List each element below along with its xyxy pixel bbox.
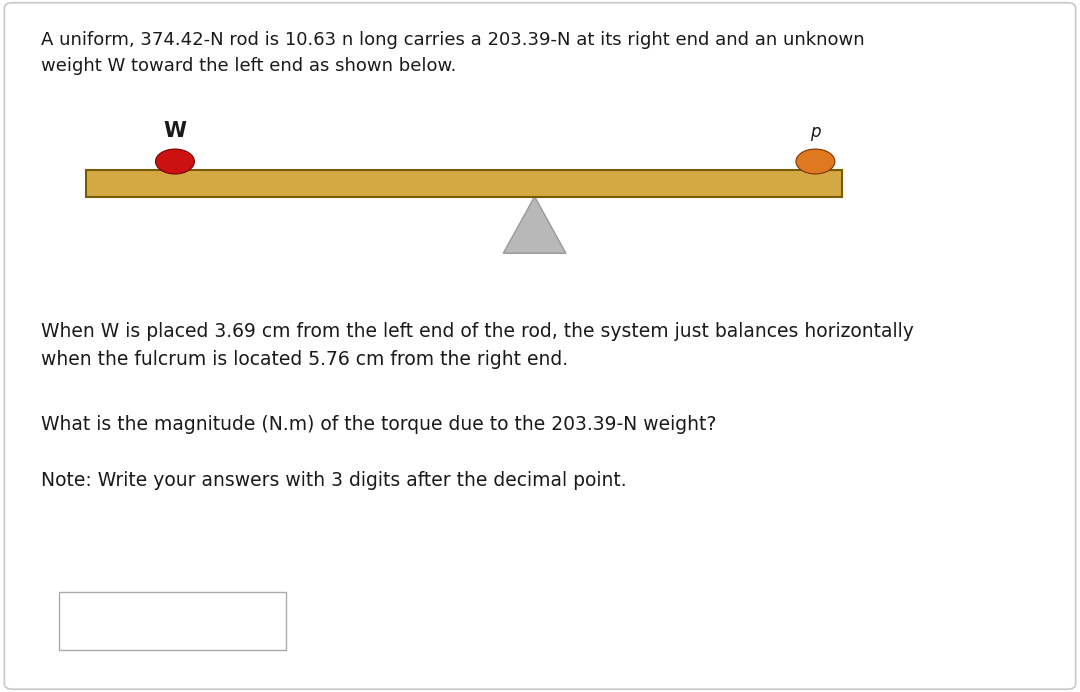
Bar bbox=[59, 592, 286, 650]
Circle shape bbox=[796, 149, 835, 174]
Text: When W is placed 3.69 cm from the left end of the rod, the system just balances : When W is placed 3.69 cm from the left e… bbox=[41, 322, 914, 369]
Circle shape bbox=[156, 149, 194, 174]
Text: p: p bbox=[810, 122, 821, 140]
Text: A uniform, 374.42-N rod is 10.63 n long carries a 203.39-N at its right end and : A uniform, 374.42-N rod is 10.63 n long … bbox=[41, 31, 865, 75]
FancyBboxPatch shape bbox=[4, 3, 1076, 689]
Text: Note: Write your answers with 3 digits after the decimal point.: Note: Write your answers with 3 digits a… bbox=[41, 471, 626, 489]
Text: What is the magnitude (N.m) of the torque due to the 203.39-N weight?: What is the magnitude (N.m) of the torqu… bbox=[41, 415, 716, 434]
Polygon shape bbox=[503, 197, 566, 253]
Text: W: W bbox=[163, 120, 187, 140]
Bar bbox=[86, 170, 842, 197]
